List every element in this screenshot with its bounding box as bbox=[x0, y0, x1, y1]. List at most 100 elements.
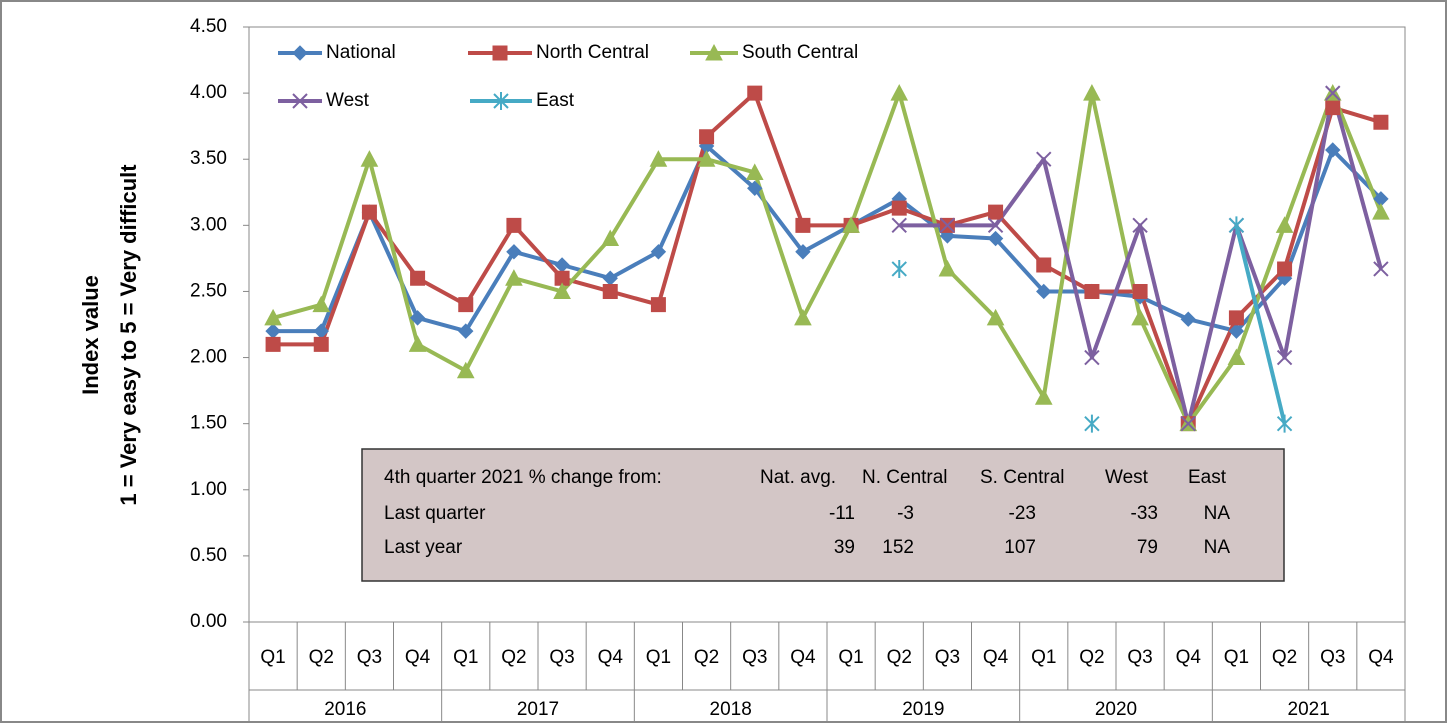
data-point bbox=[506, 217, 522, 233]
data-point bbox=[747, 85, 763, 101]
series-line bbox=[1234, 224, 1287, 425]
data-point bbox=[891, 217, 907, 234]
data-point bbox=[408, 335, 427, 352]
data-point bbox=[553, 282, 571, 299]
x-tick-label: Q1 bbox=[838, 647, 863, 668]
data-point bbox=[409, 310, 426, 326]
data-point bbox=[456, 361, 475, 379]
data-point bbox=[1227, 348, 1246, 366]
x-tick-label: Q1 bbox=[646, 647, 671, 668]
data-point bbox=[697, 150, 716, 167]
legend-label: West bbox=[326, 90, 370, 111]
data-point bbox=[794, 308, 812, 326]
table-box bbox=[361, 448, 1285, 582]
x-tick-label: Q2 bbox=[1079, 647, 1104, 668]
data-point bbox=[842, 216, 860, 233]
y-tick-label: 2.50 bbox=[190, 280, 227, 301]
table-row-label: Last quarter bbox=[384, 503, 486, 524]
data-point bbox=[1084, 414, 1100, 433]
table-header: S. Central bbox=[980, 467, 1064, 488]
data-point bbox=[890, 84, 909, 101]
table-cell: NA bbox=[1204, 503, 1231, 524]
data-point bbox=[1275, 216, 1294, 233]
data-point bbox=[1276, 349, 1293, 366]
data-point bbox=[939, 217, 956, 234]
data-point bbox=[1034, 388, 1053, 405]
data-point bbox=[891, 259, 907, 278]
legend-marker bbox=[493, 92, 509, 110]
data-point bbox=[1083, 84, 1101, 101]
y-tick-label: 4.50 bbox=[190, 16, 227, 37]
series-line bbox=[273, 144, 1383, 334]
table-header: Nat. avg. bbox=[760, 467, 836, 488]
x-tick-label: Q3 bbox=[742, 647, 767, 668]
data-point bbox=[313, 336, 329, 352]
table-header: 4th quarter 2021 % change from: bbox=[384, 467, 662, 488]
legend-marker bbox=[705, 43, 723, 61]
x-tick-label: Q3 bbox=[1127, 647, 1152, 668]
data-point bbox=[1132, 217, 1148, 234]
x-tick-label: Q1 bbox=[1224, 647, 1249, 668]
data-point bbox=[1132, 283, 1148, 299]
x-tick-label: Q4 bbox=[983, 647, 1009, 668]
x-tick-label: Q1 bbox=[260, 647, 285, 668]
data-point bbox=[1084, 349, 1100, 366]
data-point bbox=[1325, 142, 1341, 158]
x-tick-label: Q2 bbox=[1272, 647, 1297, 668]
x-group-label: 2020 bbox=[1095, 699, 1137, 720]
table-header: East bbox=[1188, 467, 1227, 488]
data-point bbox=[361, 204, 377, 220]
data-point bbox=[458, 297, 474, 313]
data-point bbox=[602, 283, 618, 299]
table-cell: 79 bbox=[1137, 537, 1158, 558]
data-point bbox=[745, 163, 764, 180]
x-tick-label: Q1 bbox=[1031, 647, 1056, 668]
x-group-label: 2019 bbox=[902, 699, 944, 720]
data-point bbox=[1036, 283, 1052, 300]
data-point bbox=[360, 150, 379, 167]
legend-label: East bbox=[536, 90, 575, 111]
data-point bbox=[458, 323, 474, 339]
data-point bbox=[1373, 114, 1389, 130]
legend-label: National bbox=[326, 42, 396, 63]
data-point bbox=[938, 259, 957, 277]
y-axis-label: Index value bbox=[78, 275, 103, 395]
x-tick-label: Q2 bbox=[501, 647, 526, 668]
data-point bbox=[747, 180, 763, 197]
y-tick-label: 0.00 bbox=[190, 611, 227, 632]
x-tick-label: Q4 bbox=[1368, 647, 1394, 668]
data-point bbox=[1228, 323, 1245, 339]
data-point bbox=[1228, 310, 1244, 326]
data-point bbox=[988, 204, 1004, 220]
y-tick-label: 4.00 bbox=[190, 82, 227, 103]
legend-label: South Central bbox=[742, 42, 858, 63]
data-point bbox=[601, 229, 620, 247]
x-group-label: 2017 bbox=[517, 699, 559, 720]
data-point bbox=[987, 217, 1004, 234]
table-cell: -23 bbox=[1009, 503, 1036, 524]
y-tick-label: 1.00 bbox=[190, 479, 227, 500]
data-point bbox=[795, 217, 811, 233]
x-group-label: 2016 bbox=[324, 699, 366, 720]
data-point bbox=[1131, 308, 1149, 326]
x-tick-label: Q2 bbox=[694, 647, 719, 668]
data-point bbox=[1228, 216, 1245, 235]
y-axis-label: 1 = Very easy to 5 = Very difficult bbox=[116, 164, 141, 506]
data-point bbox=[312, 295, 331, 313]
x-tick-label: Q4 bbox=[405, 647, 431, 668]
data-point bbox=[1325, 100, 1341, 116]
data-point bbox=[554, 270, 570, 286]
data-point bbox=[1036, 151, 1052, 167]
series-line bbox=[273, 91, 1382, 426]
x-tick-label: Q3 bbox=[1320, 647, 1345, 668]
legend-marker bbox=[292, 93, 308, 109]
table-cell: -11 bbox=[829, 503, 855, 524]
x-tick-label: Q3 bbox=[549, 647, 574, 668]
y-tick-label: 2.00 bbox=[190, 347, 227, 368]
data-point bbox=[1276, 414, 1293, 433]
table-cell: -3 bbox=[897, 503, 914, 524]
table-cell: -33 bbox=[1131, 503, 1158, 524]
table-header: N. Central bbox=[862, 467, 948, 488]
data-point bbox=[649, 150, 668, 167]
